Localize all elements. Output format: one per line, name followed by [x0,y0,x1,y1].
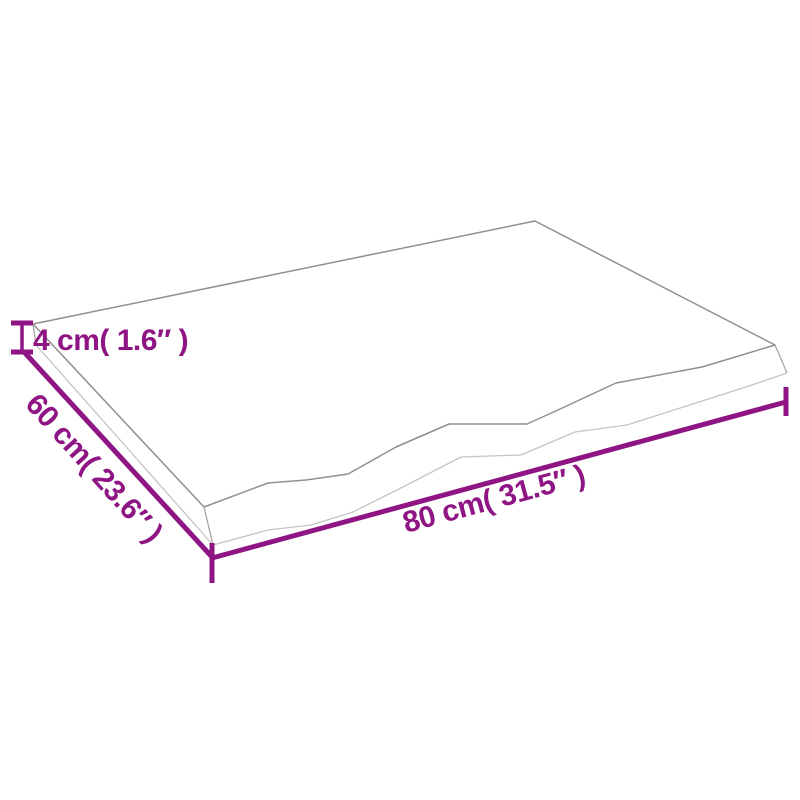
board-top-face-group [32,220,776,508]
width-dimension-line [211,399,787,561]
board-left-corner-edge [32,323,37,346]
board-top-face-outline [32,220,776,508]
dimension-lines [11,320,789,583]
thickness-dimension-label: 4 cm( 1.6″ ) [33,324,188,357]
board-right-edge [774,344,788,374]
board-side-edges-group [32,323,788,546]
depth-dimension-label: 60 cm( 23.6″ ) [19,388,169,549]
board-bottom-edge-group [35,344,788,546]
board-front-left-edge [203,506,214,546]
board-bottom-edge-outline [35,344,788,546]
depth-dimension-line [23,351,214,559]
width-dimension-label: 80 cm( 31.5″ ) [399,459,589,540]
